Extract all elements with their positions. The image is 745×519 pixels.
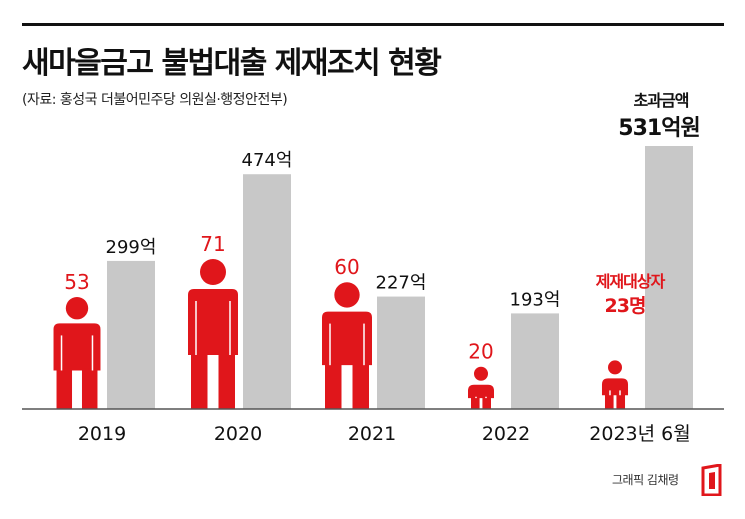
person-count-label-2020: 71 [200,232,225,256]
person-count-label-2023년 6월: 23명 [605,295,646,317]
x-tick-label-2019: 2019 [78,423,126,445]
x-tick-label-2023년 6월: 2023년 6월 [589,423,690,445]
person-icon-4 [601,360,629,409]
person-icon-1 [188,259,238,409]
amount-bar-2020 [243,174,291,409]
amount-label-2019: 299억 [106,237,157,258]
graphic-credit: 그래픽 김채령 [612,473,679,487]
amount-bar-2022 [511,313,559,409]
amount-label-2023년 6월: 531억원 [618,116,699,141]
source-note: (자료: 홍성국 더불어민주당 의원실·행정안전부) [22,92,288,108]
persons-legend-label: 제재대상자 [596,272,666,291]
person-icon-0 [53,297,101,409]
chart-title: 새마을금고 불법대출 제재조치 현황 [22,46,442,81]
amount-legend-label: 초과금액 [634,91,689,110]
person-count-label-2021: 60 [334,255,359,279]
publisher-logo-icon [701,464,722,496]
person-count-label-2019: 53 [64,270,89,294]
amount-bar-2019 [107,260,155,409]
person-count-label-2022: 20 [468,340,493,364]
amount-label-2022: 193억 [510,289,561,310]
amount-label-2021: 227억 [376,273,427,294]
x-tick-label-2022: 2022 [482,423,530,445]
person-icon-2 [322,282,372,409]
person-icon-3 [468,366,494,409]
x-tick-label-2021: 2021 [348,423,396,445]
amount-bar-2021 [377,296,425,409]
amount-bar-2023년 6월 [645,146,693,409]
amount-label-2020: 474억 [242,150,293,171]
x-tick-label-2020: 2020 [214,423,262,445]
top-rule [22,23,724,26]
